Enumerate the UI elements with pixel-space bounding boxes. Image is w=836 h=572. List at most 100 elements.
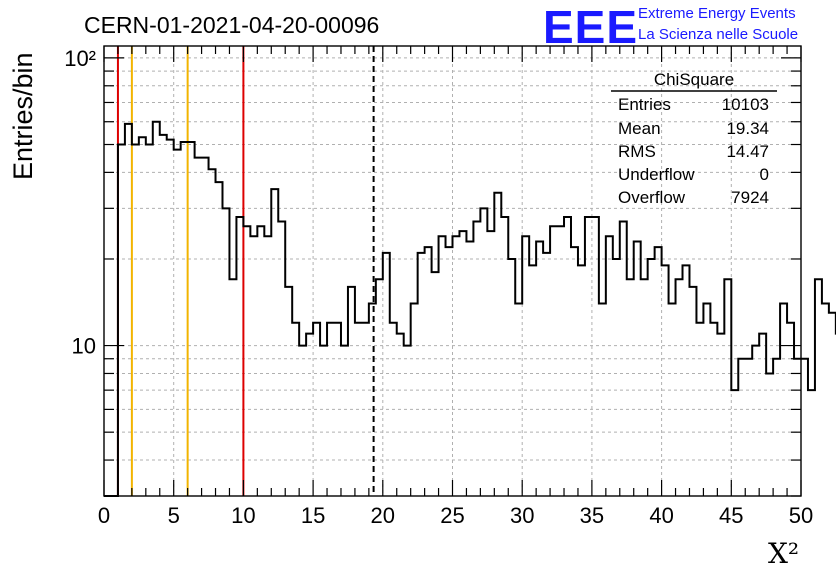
x-tick-label: 50 — [789, 503, 813, 528]
histogram-bin — [745, 359, 752, 496]
histogram-bin — [222, 208, 229, 496]
y-axis-ticks: 10 10² — [64, 46, 801, 497]
histogram-bin — [578, 265, 585, 496]
histogram-bin — [752, 346, 759, 496]
stats-entries-label: Entries — [618, 95, 671, 114]
histogram-bin — [564, 217, 571, 496]
histogram-bin — [181, 142, 188, 496]
stats-mean-value: 19.34 — [726, 119, 769, 138]
histogram-bin — [683, 265, 690, 496]
stats-rms-label: RMS — [618, 142, 656, 161]
histogram-bin — [425, 247, 432, 496]
histogram-bin — [243, 226, 250, 496]
x-tick-label: 30 — [510, 503, 534, 528]
histogram-bin — [724, 279, 731, 496]
histogram-bin — [557, 226, 564, 496]
histogram-bin — [627, 279, 634, 496]
histogram-bin — [780, 304, 787, 496]
histogram-bin — [257, 226, 264, 496]
histogram-bin — [327, 323, 334, 496]
x-tick-label: 20 — [371, 503, 395, 528]
histogram-bin — [766, 373, 773, 496]
histogram-bin — [613, 259, 620, 496]
histogram-bin — [459, 231, 466, 496]
histogram-bin — [362, 323, 369, 496]
histogram-bin — [264, 236, 271, 496]
histogram-bin — [209, 169, 216, 496]
histogram-bin — [480, 208, 487, 496]
stats-rms-value: 14.47 — [726, 142, 769, 161]
histogram-bin — [271, 189, 278, 496]
histogram-bin — [404, 346, 411, 496]
histogram-bin — [696, 323, 703, 496]
chart-title: CERN-01-2021-04-20-00096 — [84, 12, 379, 38]
x-tick-label: 35 — [580, 503, 604, 528]
histogram-bin — [285, 287, 292, 496]
histogram-bin — [703, 304, 710, 496]
histogram-bin — [655, 247, 662, 496]
histogram-bin — [550, 226, 557, 496]
x-tick-label: 25 — [440, 503, 464, 528]
histogram-bin — [529, 265, 536, 496]
histogram-bin — [313, 323, 320, 496]
stats-box: ChiSquare Entries 10103 Mean 19.34 RMS 1… — [611, 70, 777, 207]
histogram-bin — [599, 304, 606, 496]
histogram-bin — [689, 287, 696, 496]
histogram-bin — [536, 242, 543, 496]
histogram-bin — [250, 236, 257, 496]
histogram-bin — [822, 304, 829, 496]
stats-entries-value: 10103 — [722, 95, 769, 114]
histogram-bin — [306, 334, 313, 496]
histogram-bin — [759, 334, 766, 496]
histogram-bin — [466, 242, 473, 496]
histogram-bin — [174, 150, 181, 496]
histogram-bin — [641, 279, 648, 496]
histogram-bin — [585, 217, 592, 496]
stats-mean-label: Mean — [618, 119, 661, 138]
histogram-bin — [139, 137, 146, 496]
x-tick-label: 0 — [98, 503, 110, 528]
histogram-bin — [160, 135, 167, 496]
logo-line-1: Extreme Energy Events — [638, 5, 796, 22]
histogram-bin — [794, 359, 801, 496]
histogram-bin — [118, 145, 125, 496]
histogram-bin — [202, 158, 209, 496]
histogram-bin — [411, 304, 418, 496]
histogram-bin — [676, 279, 683, 496]
histogram-bin — [522, 236, 529, 496]
x-tick-label: 40 — [649, 503, 673, 528]
histogram-bin — [648, 259, 655, 496]
x-tick-label: 15 — [301, 503, 325, 528]
histogram-bin — [710, 323, 717, 496]
histogram-bin — [188, 142, 195, 496]
histogram-bin — [153, 122, 160, 496]
histogram-bin — [390, 323, 397, 496]
histogram-bin — [487, 231, 494, 496]
histogram-bin — [606, 236, 613, 496]
histogram-bin — [508, 259, 515, 496]
histogram-bin — [773, 359, 780, 496]
logo-line-2: La Scienza nelle Scuole — [638, 26, 798, 43]
histogram-bin — [376, 279, 383, 496]
histogram-bin — [418, 253, 425, 496]
histogram-bin — [494, 193, 501, 496]
histogram-bin — [397, 334, 404, 496]
histogram-bin — [369, 304, 376, 496]
histogram-bin — [543, 253, 550, 496]
histogram-bin — [738, 359, 745, 496]
histogram-bin — [195, 158, 202, 496]
histogram-bin — [348, 287, 355, 496]
histogram-bin — [278, 221, 285, 496]
x-tick-label: 45 — [719, 503, 743, 528]
histogram-bin — [801, 359, 808, 496]
histogram-bin — [229, 279, 236, 496]
histogram-outline — [104, 120, 836, 497]
x-axis-ticks: 0 5 10 15 20 25 30 35 40 45 50 — [98, 46, 813, 528]
x-axis-label: X² — [768, 537, 799, 570]
stats-overflow-label: Overflow — [618, 188, 686, 207]
histogram-bin — [334, 323, 341, 496]
histogram-bin — [167, 140, 174, 496]
histogram-bin — [592, 217, 599, 496]
histogram-bin — [815, 279, 822, 496]
